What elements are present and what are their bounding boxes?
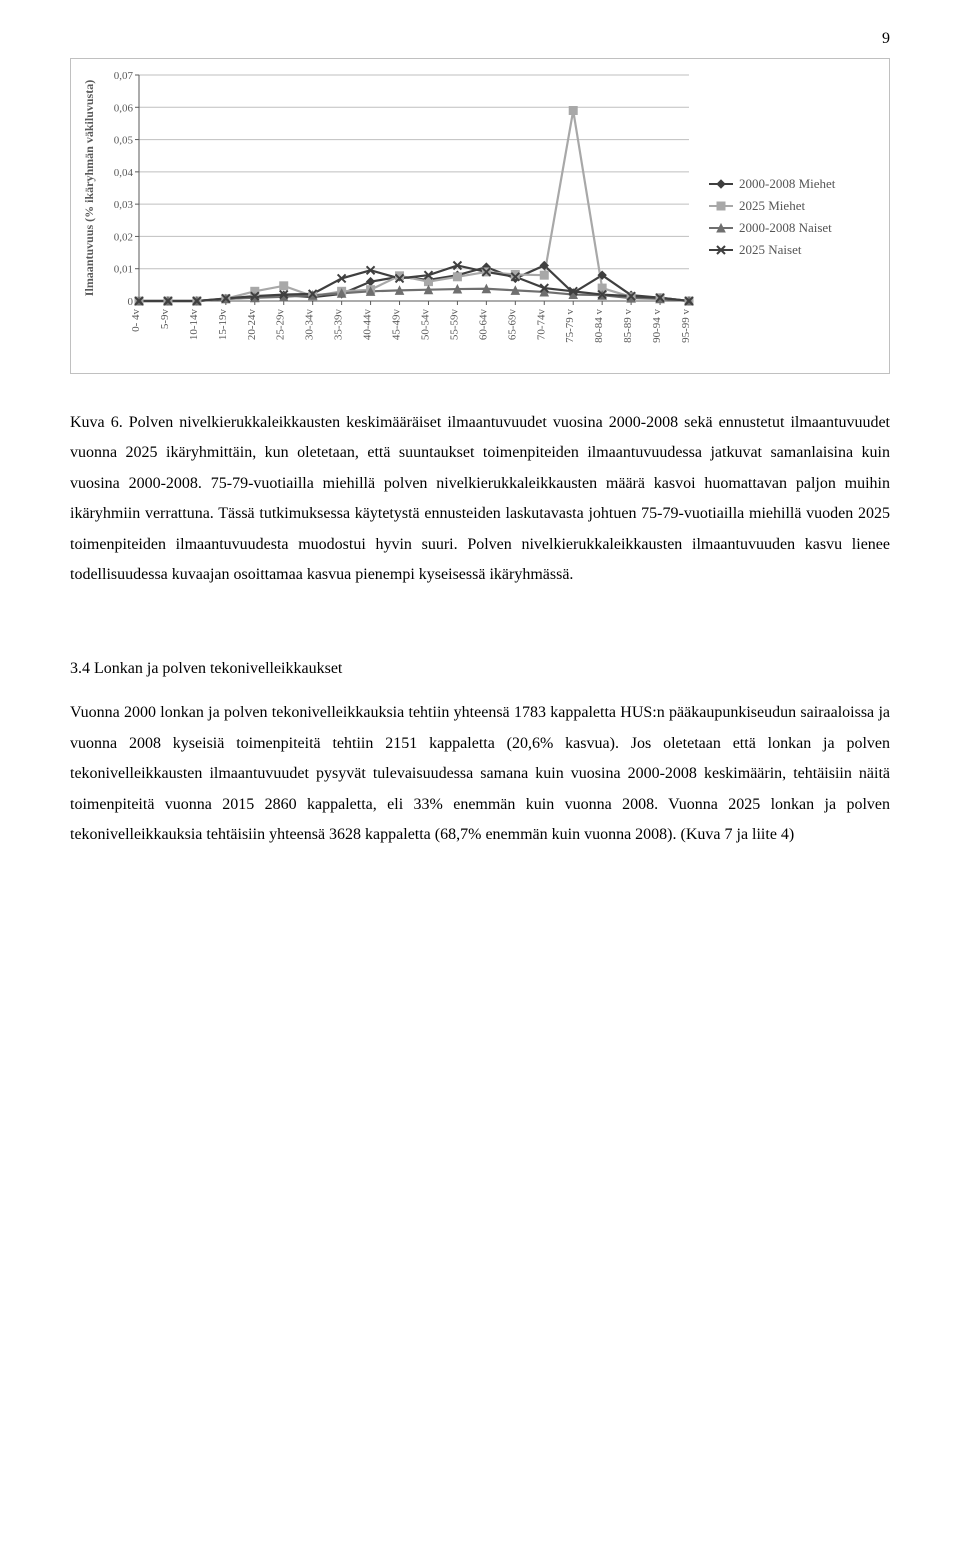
- chart-svg: 0 0,01 0,02 0,03 0,04 0,05 0,06 0,07 0- 4v 5-9v 10…: [77, 67, 697, 367]
- svg-text:0,03: 0,03: [114, 199, 134, 211]
- svg-text:0,05: 0,05: [114, 135, 134, 147]
- legend-swatch: [709, 177, 733, 191]
- figure-caption-paragraph: Kuva 6. Polven nivelkierukkaleikkausten …: [70, 408, 890, 590]
- svg-text:0- 4v: 0- 4v: [130, 309, 142, 332]
- svg-text:0: 0: [128, 296, 134, 308]
- legend-item: 2000-2008 Naiset: [709, 220, 835, 236]
- legend-item: 2025 Miehet: [709, 198, 835, 214]
- section-heading: 3.4 Lonkan ja polven tekonivelleikkaukse…: [70, 660, 890, 678]
- page-number: 9: [70, 30, 890, 48]
- svg-text:35-39v: 35-39v: [333, 309, 345, 341]
- svg-text:5-9v: 5-9v: [159, 309, 171, 330]
- svg-text:0,01: 0,01: [114, 264, 133, 276]
- svg-text:25-29v: 25-29v: [275, 309, 287, 341]
- legend-swatch: [709, 221, 733, 235]
- svg-text:20-24v: 20-24v: [246, 309, 258, 341]
- chart-legend: 2000-2008 Miehet 2025 Miehet 2000-2008 Nai…: [697, 170, 835, 264]
- legend-label: 2025 Miehet: [739, 198, 805, 214]
- legend-swatch: [709, 199, 733, 213]
- svg-text:65-69v: 65-69v: [506, 309, 518, 341]
- section-body-paragraph: Vuonna 2000 lonkan ja polven tekonivelle…: [70, 698, 890, 850]
- chart-container: 0 0,01 0,02 0,03 0,04 0,05 0,06 0,07 0- 4v 5-9v 10…: [70, 58, 890, 374]
- svg-text:30-34v: 30-34v: [304, 309, 316, 341]
- svg-text:50-54v: 50-54v: [419, 309, 431, 341]
- svg-text:75-79 v: 75-79 v: [564, 309, 576, 343]
- svg-text:Ilmaantuvuus (% ikäryhmän väki: Ilmaantuvuus (% ikäryhmän väkiluvusta): [82, 80, 96, 296]
- svg-text:0,04: 0,04: [114, 167, 134, 179]
- legend-label: 2025 Naiset: [739, 242, 801, 258]
- legend-label: 2000-2008 Miehet: [739, 176, 835, 192]
- svg-text:90-94 v: 90-94 v: [651, 309, 663, 343]
- legend-item: 2025 Naiset: [709, 242, 835, 258]
- svg-text:0,07: 0,07: [114, 70, 134, 82]
- legend-item: 2000-2008 Miehet: [709, 176, 835, 192]
- legend-swatch: [709, 243, 733, 257]
- legend-label: 2000-2008 Naiset: [739, 220, 832, 236]
- svg-text:0,02: 0,02: [114, 231, 133, 243]
- svg-text:0,06: 0,06: [114, 102, 134, 114]
- svg-text:60-64v: 60-64v: [477, 309, 489, 341]
- svg-text:55-59v: 55-59v: [448, 309, 460, 341]
- svg-text:40-44v: 40-44v: [362, 309, 374, 341]
- svg-text:80-84 v: 80-84 v: [593, 309, 605, 343]
- svg-text:70-74v: 70-74v: [535, 309, 547, 341]
- svg-text:95-99 v: 95-99 v: [680, 309, 692, 343]
- svg-text:10-14v: 10-14v: [188, 309, 200, 341]
- svg-text:45-49v: 45-49v: [391, 309, 403, 341]
- svg-text:85-89 v: 85-89 v: [622, 309, 634, 343]
- svg-text:15-19v: 15-19v: [217, 309, 229, 341]
